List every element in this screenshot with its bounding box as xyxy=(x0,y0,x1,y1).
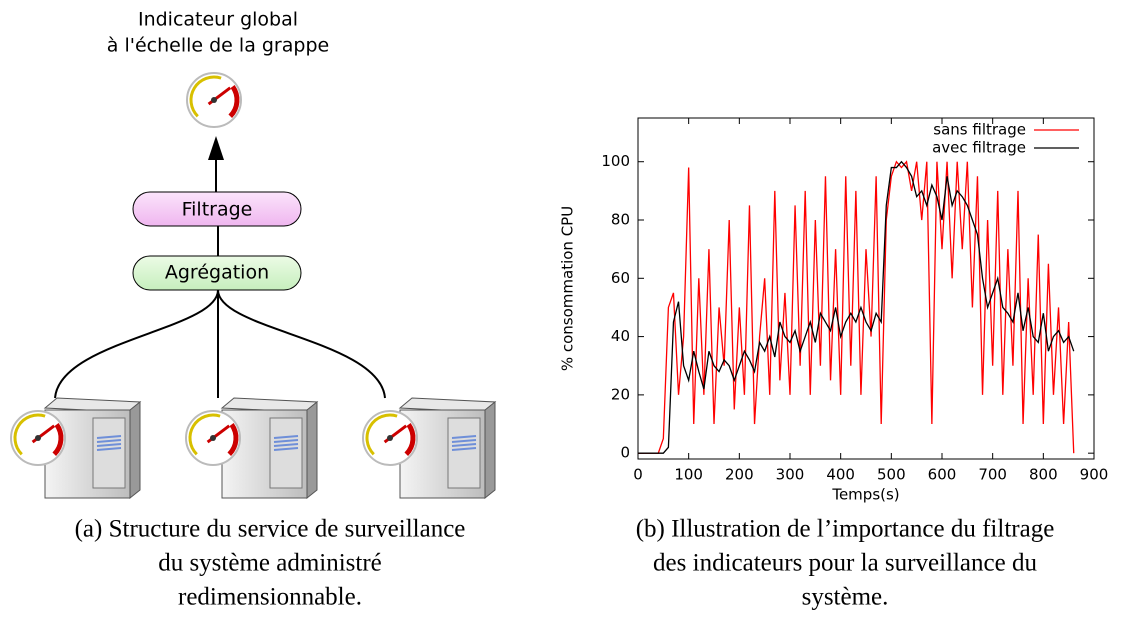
plot-frame xyxy=(638,118,1094,459)
figure: Indicateur global à l'échelle de la grap… xyxy=(0,0,1125,619)
y-axis-label: % consommation CPU xyxy=(559,206,577,371)
x-tick-label: 900 xyxy=(1080,466,1109,484)
gauge-hub xyxy=(387,435,393,441)
x-tick-label: 200 xyxy=(725,466,754,484)
chart: 0 100 200 300 400 500 600 700 800 900 0 20 40 60 80 100… xyxy=(559,118,1109,504)
y-tick-label: 40 xyxy=(611,327,630,345)
gauge-hub xyxy=(211,97,217,103)
caption: (b) Illustration de l’importance du filt… xyxy=(636,516,1055,543)
x-tick-label: 100 xyxy=(674,466,703,484)
gauge xyxy=(363,411,417,465)
x-tick-label: 700 xyxy=(978,466,1007,484)
server-panel xyxy=(270,418,302,488)
filter-label: Filtrage xyxy=(182,199,253,221)
y-tick-label: 100 xyxy=(601,152,630,170)
caption: des indicateurs pour la surveillance du xyxy=(653,550,1037,577)
y-tick-label: 60 xyxy=(611,269,630,287)
series-line xyxy=(638,162,1074,453)
gauge-hub xyxy=(210,435,216,441)
server-panel xyxy=(93,418,125,488)
link xyxy=(55,290,218,398)
gauge-hub xyxy=(35,435,41,441)
legend-label: avec filtrage xyxy=(932,139,1026,157)
gauge xyxy=(186,411,240,465)
server-back xyxy=(307,402,317,498)
diagram-title: à l'échelle de la grappe xyxy=(107,35,329,57)
arrow-head xyxy=(208,136,224,160)
x-tick-label: 0 xyxy=(633,466,643,484)
server-back xyxy=(130,402,140,498)
diagram-title: Indicateur global xyxy=(138,9,298,31)
legend-label: sans filtrage xyxy=(933,121,1026,139)
diagram: Indicateur global à l'échelle de la grap… xyxy=(11,9,495,499)
server-back xyxy=(485,402,495,498)
x-tick-label: 400 xyxy=(826,466,855,484)
caption: (a) Structure du service de surveillance xyxy=(75,516,466,543)
y-tick-label: 80 xyxy=(611,211,630,229)
caption: système. xyxy=(802,584,889,611)
link xyxy=(218,290,385,398)
x-axis-label: Temps(s) xyxy=(831,486,899,504)
caption: redimensionnable. xyxy=(178,584,362,611)
gauge xyxy=(11,411,65,465)
caption: du système administré xyxy=(158,550,382,577)
server-panel xyxy=(448,418,480,488)
gauge xyxy=(187,73,241,127)
y-tick-label: 20 xyxy=(611,385,630,403)
x-tick-label: 300 xyxy=(776,466,805,484)
aggregation-label: Agrégation xyxy=(165,262,269,284)
y-tick-label: 0 xyxy=(620,444,630,462)
x-tick-label: 800 xyxy=(1029,466,1058,484)
x-tick-label: 500 xyxy=(877,466,906,484)
x-tick-label: 600 xyxy=(928,466,957,484)
